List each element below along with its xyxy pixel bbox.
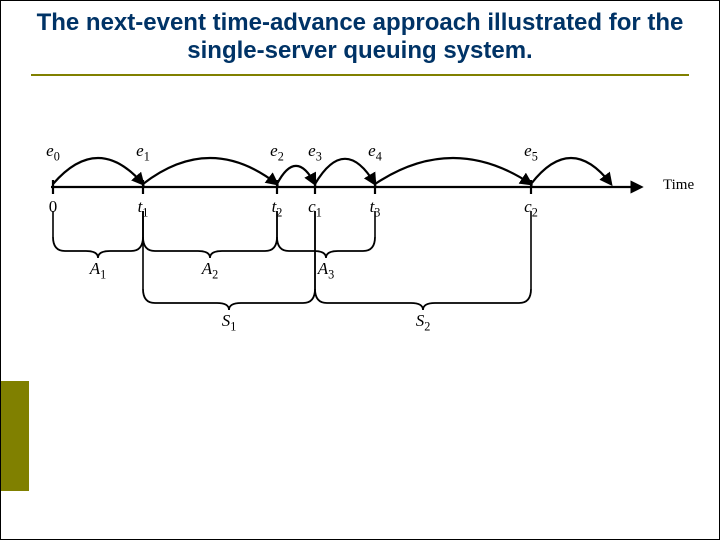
brace-label-S1: S1 bbox=[222, 311, 237, 334]
brace-label-A2: A2 bbox=[202, 259, 219, 282]
brace-label-S2: S2 bbox=[416, 311, 431, 334]
event-label-e4: e4 bbox=[368, 141, 382, 164]
tick-label-0: 0 bbox=[49, 197, 58, 217]
slide: The next-event time-advance approach ill… bbox=[0, 0, 720, 540]
slide-title: The next-event time-advance approach ill… bbox=[1, 1, 719, 72]
accent-bar bbox=[1, 381, 29, 491]
tick-label-t2: t2 bbox=[272, 197, 283, 220]
title-underline bbox=[31, 74, 689, 76]
tick-label-t3: t3 bbox=[370, 197, 381, 220]
time-axis-diagram: e0e1e2e3e4e50t1t2c1t3c2TimeA1A2A3S1S2 bbox=[41, 141, 681, 361]
axis-label-time: Time bbox=[663, 177, 694, 194]
event-label-e3: e3 bbox=[308, 141, 322, 164]
tick-label-c1: c1 bbox=[308, 197, 322, 220]
tick-label-t1: t1 bbox=[138, 197, 149, 220]
brace-label-A1: A1 bbox=[90, 259, 107, 282]
event-label-e0: e0 bbox=[46, 141, 60, 164]
event-label-e2: e2 bbox=[270, 141, 284, 164]
brace-label-A3: A3 bbox=[318, 259, 335, 282]
event-label-e5: e5 bbox=[524, 141, 538, 164]
diagram-svg bbox=[41, 141, 681, 361]
tick-label-c2: c2 bbox=[524, 197, 538, 220]
event-label-e1: e1 bbox=[136, 141, 150, 164]
